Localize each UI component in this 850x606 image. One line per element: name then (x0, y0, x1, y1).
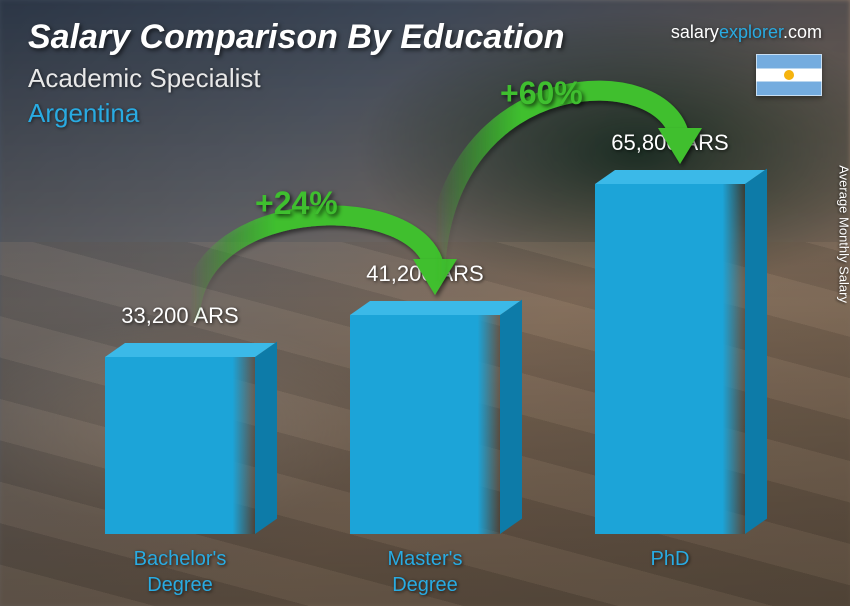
argentina-flag-icon (756, 54, 822, 96)
brand-mid: explorer (719, 22, 783, 42)
bar-group: 33,200 ARSBachelor'sDegree (105, 357, 255, 534)
bar-top (105, 343, 275, 357)
y-axis-label: Average Monthly Salary (837, 165, 850, 303)
percent-increase-label: +60% (500, 75, 583, 112)
bar-face (105, 357, 255, 534)
bar-side (745, 169, 767, 534)
bar-group: 65,800 ARSPhD (595, 184, 745, 534)
bar-face (350, 315, 500, 534)
bar-category-label: Bachelor'sDegree (80, 546, 280, 598)
subtitle: Academic Specialist (28, 63, 822, 94)
bar-value: 41,200 ARS (325, 261, 525, 287)
chart-area: 33,200 ARSBachelor'sDegree 41,200 ARSMast… (60, 154, 780, 534)
chart-container: Salary Comparison By Education Academic … (0, 0, 850, 606)
bar-category-label: Master'sDegree (325, 546, 525, 598)
brand-logo: salaryexplorer.com (671, 22, 822, 43)
bar-group: 41,200 ARSMaster'sDegree (350, 315, 500, 534)
bar-value: 65,800 ARS (570, 130, 770, 156)
brand-prefix: salary (671, 22, 719, 42)
bar-side (500, 300, 522, 534)
header: Salary Comparison By Education Academic … (28, 18, 822, 129)
percent-increase-label: +24% (255, 185, 338, 222)
bar-side (255, 342, 277, 534)
country-label: Argentina (28, 98, 822, 129)
bar-face (595, 184, 745, 534)
bar-category-label: PhD (570, 546, 770, 572)
bar-value: 33,200 ARS (80, 303, 280, 329)
brand-suffix: .com (783, 22, 822, 42)
bar-top (595, 170, 765, 184)
bar-top (350, 301, 520, 315)
